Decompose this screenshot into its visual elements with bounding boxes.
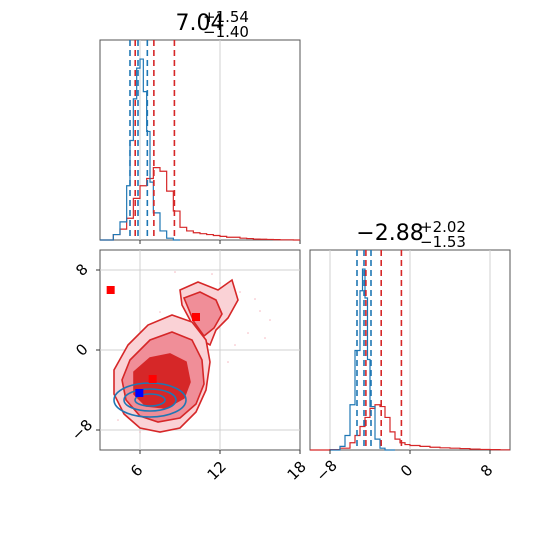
hist-y-quantile-lines [356,250,403,450]
hist-x-title-value: 7.04 [176,11,225,36]
hist-x-title-minus: −1.40 [203,23,249,41]
hist-x-quantile-lines [129,40,176,240]
hist-y-tick-label: −8 [313,457,341,485]
hist-x-grid [139,40,301,244]
hist-x-step-series [100,167,300,241]
hist-y-title-minus: −1.53 [420,233,466,251]
hist-y-tick-label: 8 [477,461,496,480]
contour-ytick-label: −8 [68,416,96,444]
hist-x-series [100,58,300,241]
hist-y-xticks: −8 0 8 [313,450,496,485]
contour-markers [106,286,200,397]
hist-y-grid [329,250,491,450]
hist-y-step-series [310,404,510,451]
hist-x-step-series [100,58,180,241]
contour-xtick-label: 18 [284,458,310,484]
contour-marker-square [192,313,200,321]
contour-ytick-label: 8 [72,260,91,279]
contour-blue-level-mid [123,388,177,412]
contour-blue-level-inner [134,393,166,407]
contour-marker-square [148,375,157,383]
hist-y-title-value: −2.88 [356,221,423,246]
contour-red-level-mid-tail [182,291,223,338]
hist-y-title-plus: +2.02 [420,218,466,236]
hist-y-series [310,268,510,451]
contour-xtick-label: 12 [204,458,230,484]
contour-ytick-label: 0 [72,340,91,359]
hist-x-title: 7.04 [176,11,225,36]
contour-marker-square [106,286,115,294]
hist-y-step-series [330,268,395,451]
hist-x-title-plus: +1.54 [203,8,249,26]
hist-y-panel: −2.88 +2.02 −1.53 −8 0 8 [309,218,511,485]
hist-y-tick-label: 0 [397,461,416,480]
contour-marker-square [135,389,144,397]
contour-xtick-label: 6 [127,461,146,480]
hist-x-panel: 7.04 +1.54 −1.40 [99,8,301,244]
contour-panel: 6 12 18 8 0 −8 [68,249,310,484]
